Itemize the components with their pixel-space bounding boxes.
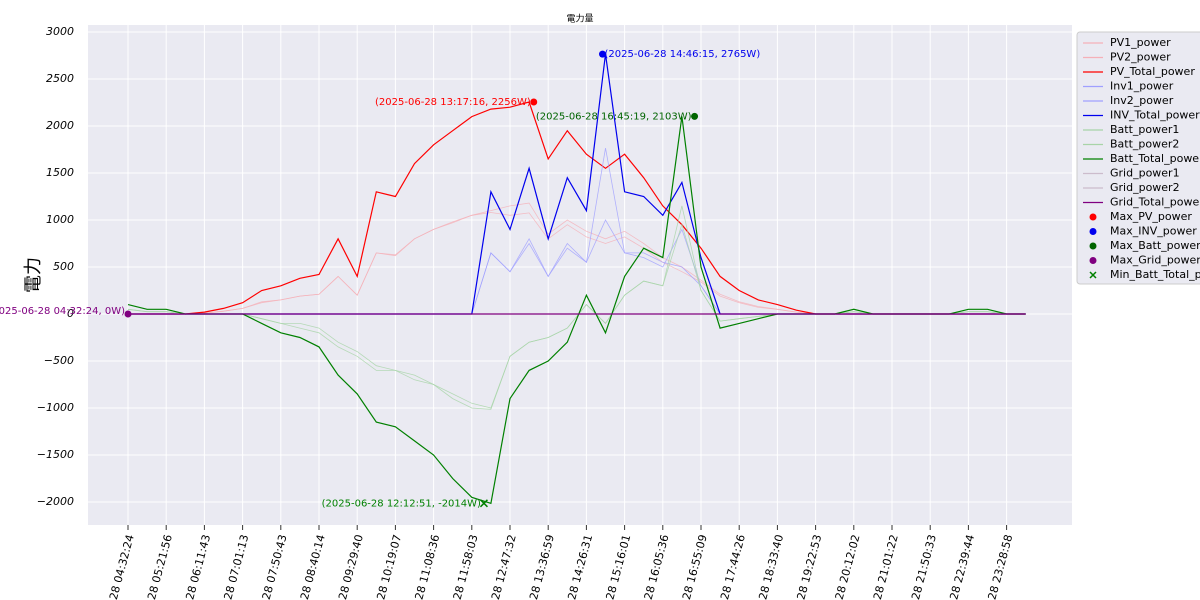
x-tick-label: 6-28 09:29:40 <box>333 533 366 600</box>
annotation: (2025-06-28 14:46:15, 2765W) <box>605 49 761 60</box>
scatter-marker <box>691 112 699 120</box>
x-tick-label: 6-28 21:50:33 <box>906 533 939 600</box>
x-tick-label: 6-28 18:33:40 <box>753 533 786 600</box>
plot-area <box>88 25 1072 525</box>
legend-box <box>1076 31 1200 285</box>
x-tick-label: 6-28 23:28:58 <box>983 533 1016 600</box>
y-tick-label: 0 <box>67 307 74 320</box>
legend-swatch <box>1089 228 1097 235</box>
legend-label: PV1_power <box>1110 36 1171 49</box>
y-tick-label: 500 <box>53 260 74 273</box>
y-tick-label: −1000 <box>37 401 74 414</box>
legend-label: Max_INV_power <box>1110 225 1197 238</box>
legend-label: Grid_power1 <box>1110 167 1180 180</box>
y-tick-label: 1000 <box>46 213 74 226</box>
legend-label: Max_PV_power <box>1110 210 1192 223</box>
x-tick-label: 6-28 12:47:32 <box>486 533 519 600</box>
x-tick-label: 6-28 11:08:36 <box>410 533 443 600</box>
x-tick-label: 6-28 07:01:13 <box>219 533 252 600</box>
scatter-marker <box>530 98 538 106</box>
x-tick-label: 6-28 15:16:01 <box>601 533 634 600</box>
legend-swatch <box>1089 242 1097 250</box>
y-tick-label: 1500 <box>46 166 74 179</box>
legend-label: Batt_power2 <box>1110 138 1179 151</box>
x-tick-label: 6-28 17:44:26 <box>715 533 748 600</box>
annotation: (2025-06-28 12:12:51, -2014W) <box>322 498 481 509</box>
legend-label: Batt_Total_power <box>1110 152 1200 165</box>
x-tick-label: 6-28 04:32:24 <box>104 533 137 600</box>
x-tick-label: 6-28 13:36:59 <box>524 533 557 600</box>
scatter-marker <box>479 499 488 508</box>
x-tick-label: 6-28 05:21:56 <box>142 533 175 600</box>
legend-label: INV_Total_power <box>1110 109 1200 122</box>
scatter-marker-x <box>479 499 488 508</box>
scatter-marker <box>599 50 607 58</box>
legend-label: Max_Grid_power <box>1110 254 1200 267</box>
y-tick-label: −2000 <box>37 495 74 508</box>
chart-title: 電力量 <box>566 13 593 25</box>
plot-lines <box>127 54 1026 505</box>
legend-label: PV2_power <box>1110 51 1171 64</box>
x-tick-label: 6-28 11:58:03 <box>448 533 481 600</box>
y-tick-label: 3000 <box>46 25 74 38</box>
y-axis-label: 電力 <box>23 257 44 293</box>
legend-label: Grid_Total_power <box>1110 196 1200 209</box>
x-tick-label: 6-28 08:40:14 <box>295 533 328 600</box>
legend-label: Inv2_power <box>1110 94 1174 107</box>
x-tick-label: 6-28 19:22:53 <box>792 533 825 600</box>
x-tick-label: 6-28 07:50:43 <box>257 533 290 600</box>
legend-label: Min_Batt_Total_power <box>1110 268 1200 281</box>
x-tick-label: 6-28 16:05:36 <box>639 533 672 600</box>
x-tick-label: 6-28 21:01:22 <box>868 533 901 600</box>
x-tick-label: 6-28 20:12:02 <box>830 533 863 600</box>
legend-swatch <box>1089 257 1097 264</box>
legend-label: Inv1_power <box>1110 80 1174 93</box>
annotation: (2025-06-28 13:17:16, 2256W) <box>375 97 531 108</box>
scatter-marker <box>124 310 132 318</box>
annotation: (2025-06-28 16:45:19, 2103W) <box>536 111 692 122</box>
y-tick-label: −500 <box>44 354 74 367</box>
x-tick-label: 6-28 06:11:43 <box>180 533 213 600</box>
legend-swatch <box>1089 213 1097 221</box>
x-tick-label: 6-28 16:55:09 <box>677 533 710 600</box>
x-tick-label: 6-28 22:39:44 <box>944 533 977 600</box>
y-tick-label: 2000 <box>46 119 74 132</box>
x-tick-label: 6-28 14:26:31 <box>562 533 595 600</box>
legend-label: PV_Total_power <box>1110 65 1195 78</box>
y-tick-label: −1500 <box>37 448 74 461</box>
legend-label: Max_Batt_power <box>1110 239 1200 252</box>
legend-label: Batt_power1 <box>1110 123 1179 136</box>
y-tick-label: 2500 <box>46 72 74 85</box>
legend-swatch <box>1089 271 1097 279</box>
x-tick-label: 6-28 10:19:07 <box>371 533 404 600</box>
annotation: (2025-06-28 04:32:24, 0W) <box>0 306 125 317</box>
legend-label: Grid_power2 <box>1110 181 1180 194</box>
